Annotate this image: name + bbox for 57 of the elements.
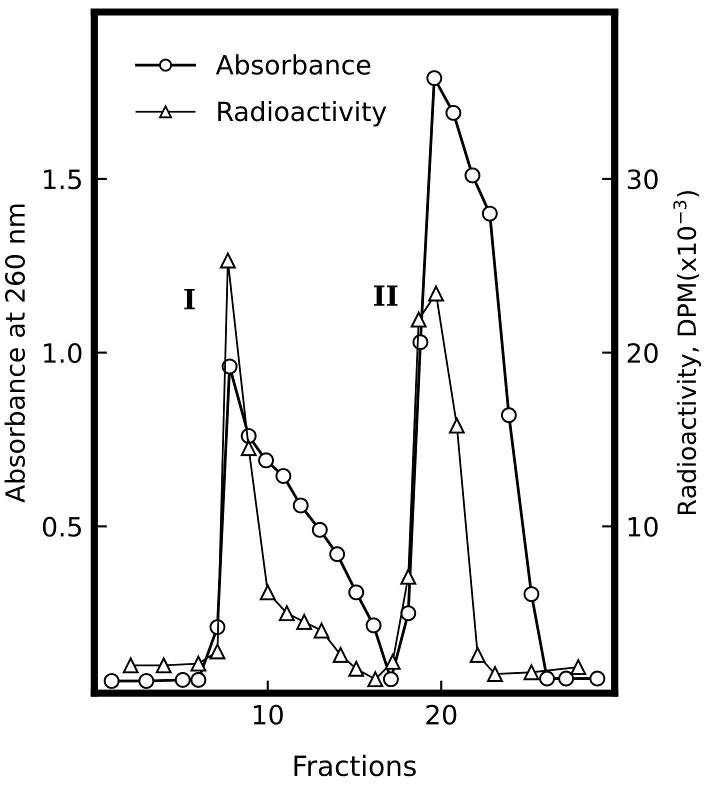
- point: [314, 622, 330, 639]
- point: [240, 440, 257, 456]
- point: [210, 644, 226, 660]
- point: [366, 617, 382, 634]
- x-axis-title: Fractions: [294, 754, 416, 776]
- point: [156, 657, 172, 674]
- point: [558, 670, 574, 686]
- point: [410, 312, 427, 328]
- point: [296, 614, 312, 630]
- annotation: II: [374, 286, 398, 306]
- y-axis-title: Absorbance at 260 nm: [4, 204, 25, 503]
- point: [174, 672, 191, 688]
- point: [367, 671, 384, 688]
- point: [138, 673, 154, 689]
- point: [384, 654, 401, 670]
- point: [292, 498, 309, 514]
- point: [383, 671, 399, 688]
- point: [524, 664, 540, 680]
- point: [448, 418, 465, 434]
- point: [190, 672, 206, 688]
- point: [589, 670, 606, 686]
- point: [332, 647, 349, 663]
- y-tick-label: 0.5: [42, 516, 81, 537]
- point: [539, 670, 555, 686]
- point: [445, 104, 462, 121]
- y2-tick-label: 30: [628, 169, 658, 190]
- point: [400, 568, 416, 585]
- point: [524, 586, 540, 602]
- point: [104, 673, 120, 689]
- point: [570, 659, 586, 676]
- point: [470, 647, 486, 663]
- y2-axis-title: Radioactivity, DPM(x10$^{−3}$): [673, 191, 702, 514]
- legend-label: Radioactivity: [218, 100, 386, 126]
- point: [482, 206, 498, 222]
- point: [258, 452, 274, 468]
- point: [190, 656, 206, 672]
- point: [260, 584, 276, 600]
- point: [464, 167, 480, 184]
- point: [348, 660, 364, 677]
- y2-tick-label: 10: [628, 516, 658, 537]
- point: [275, 468, 292, 484]
- y-tick-label: 1.5: [44, 170, 81, 190]
- y2-tick-label: 20: [628, 343, 658, 364]
- point: [329, 546, 346, 562]
- point: [426, 70, 442, 86]
- point: [220, 252, 236, 268]
- point: [348, 584, 364, 600]
- point: [122, 657, 139, 674]
- point: [312, 522, 328, 538]
- y-tick-label: 1.0: [44, 343, 82, 364]
- point: [487, 666, 503, 682]
- point: [278, 605, 295, 622]
- point: [500, 407, 517, 424]
- point: [400, 605, 416, 622]
- legend-label: Absorbance: [216, 54, 370, 75]
- annotation: I: [184, 288, 195, 310]
- point: [428, 286, 444, 302]
